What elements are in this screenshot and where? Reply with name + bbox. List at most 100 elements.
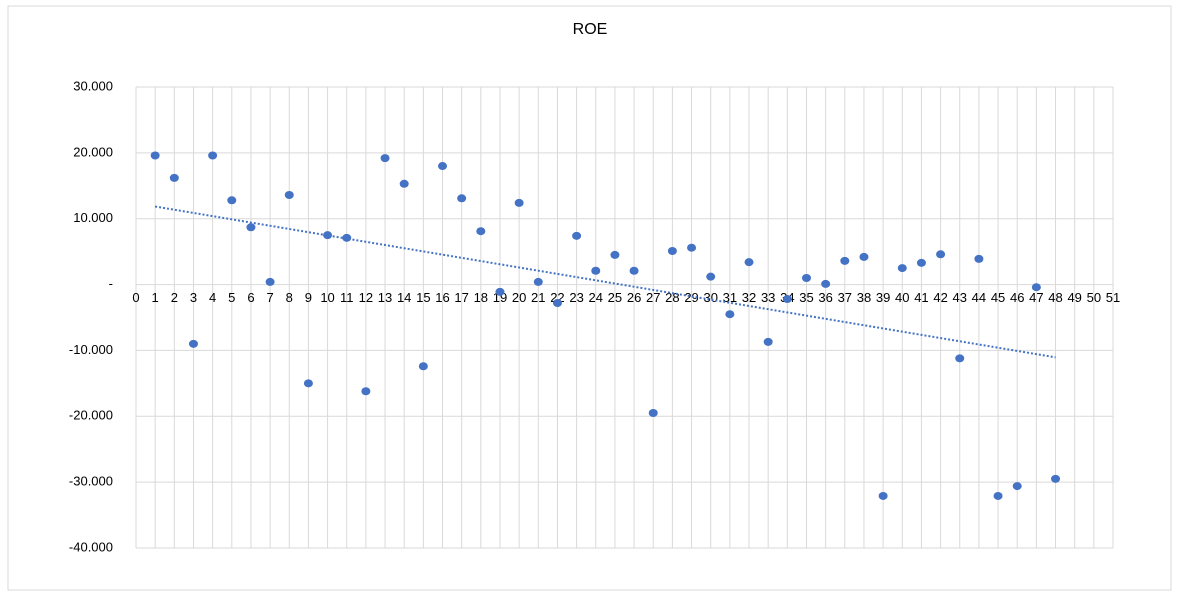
chart-title: ROE (573, 21, 608, 38)
point (648, 408, 658, 417)
point (572, 231, 582, 240)
x-tick-label: 38 (857, 290, 871, 305)
x-tick-label: 51 (1106, 290, 1120, 305)
x-tick-label: 6 (247, 290, 254, 305)
point (955, 354, 965, 363)
x-tick-label: 45 (991, 290, 1005, 305)
point (323, 231, 333, 240)
y-tick-label: 10.000 (73, 210, 113, 225)
x-tick-label: 37 (838, 290, 852, 305)
x-tick-label: 20 (512, 290, 526, 305)
x-tick-label: 25 (608, 290, 622, 305)
x-tick-label: 13 (378, 290, 392, 305)
point (361, 387, 371, 396)
x-tick-label: 21 (531, 290, 545, 305)
point (706, 272, 716, 281)
point (591, 266, 601, 275)
x-tick-label: 14 (397, 290, 411, 305)
x-tick-label: 17 (454, 290, 468, 305)
point (1051, 474, 1061, 483)
point (859, 252, 869, 261)
point (687, 243, 697, 252)
point (916, 258, 926, 267)
point (725, 310, 735, 319)
x-tick-label: 31 (723, 290, 737, 305)
point (744, 258, 754, 267)
point (246, 223, 256, 232)
x-tick-label: 47 (1029, 290, 1043, 305)
point (801, 273, 811, 282)
x-tick-label: 39 (876, 290, 890, 305)
x-tick-label: 44 (972, 290, 986, 305)
x-tick-label: 4 (209, 290, 216, 305)
x-tick-label: 7 (266, 290, 273, 305)
x-tick-label: 18 (474, 290, 488, 305)
point (993, 491, 1003, 500)
point (169, 173, 179, 182)
point (878, 491, 888, 500)
x-tick-label: 3 (190, 290, 197, 305)
x-tick-label: 5 (228, 290, 235, 305)
point (629, 266, 639, 275)
point (552, 299, 562, 308)
x-tick-label: 0 (132, 290, 139, 305)
y-tick-label: - (109, 276, 113, 291)
point (150, 151, 160, 160)
x-tick-label: 49 (1067, 290, 1081, 305)
point (188, 339, 198, 348)
x-tick-label: 50 (1087, 290, 1101, 305)
x-tick-label: 35 (799, 290, 813, 305)
point (399, 179, 409, 188)
y-tick-label: -20.000 (69, 408, 113, 423)
x-tick-label: 32 (742, 290, 756, 305)
x-tick-label: 41 (914, 290, 928, 305)
x-tick-label: 2 (171, 290, 178, 305)
point (821, 279, 831, 288)
point (476, 227, 486, 236)
x-tick-label: 15 (416, 290, 430, 305)
point (514, 198, 524, 207)
point (342, 233, 352, 242)
point (457, 194, 467, 203)
point (1031, 283, 1041, 292)
point (418, 362, 428, 371)
x-tick-label: 36 (818, 290, 832, 305)
trendline (154, 205, 1056, 359)
x-tick-label: 29 (684, 290, 698, 305)
x-tick-label: 12 (359, 290, 373, 305)
point (897, 264, 907, 273)
point (667, 246, 677, 255)
point (380, 154, 390, 163)
x-tick-label: 1 (152, 290, 159, 305)
y-tick-label: 30.000 (73, 78, 113, 93)
point (284, 191, 294, 200)
x-tick-label: 43 (953, 290, 967, 305)
x-tick-label: 8 (286, 290, 293, 305)
x-tick-label: 16 (435, 290, 449, 305)
point (840, 256, 850, 265)
y-tick-label: -40.000 (69, 539, 113, 554)
point (303, 379, 313, 388)
point (533, 277, 543, 286)
point (227, 196, 237, 205)
x-tick-label: 10 (320, 290, 334, 305)
x-tick-label: 40 (895, 290, 909, 305)
x-tick-label: 9 (305, 290, 312, 305)
point (763, 337, 773, 346)
x-tick-label: 23 (569, 290, 583, 305)
x-tick-label: 30 (703, 290, 717, 305)
point (610, 250, 620, 259)
x-tick-label: 33 (761, 290, 775, 305)
y-tick-label: -30.000 (69, 474, 113, 489)
point (1012, 482, 1022, 491)
y-tick-label: -10.000 (69, 342, 113, 357)
y-tick-label: 20.000 (73, 144, 113, 159)
x-tick-label: 27 (646, 290, 660, 305)
chart-frame (7, 5, 1172, 591)
x-tick-label: 11 (340, 290, 354, 305)
x-tick-label: 46 (1010, 290, 1024, 305)
point (936, 250, 946, 259)
x-tick-label: 48 (1048, 290, 1062, 305)
point (974, 254, 984, 263)
